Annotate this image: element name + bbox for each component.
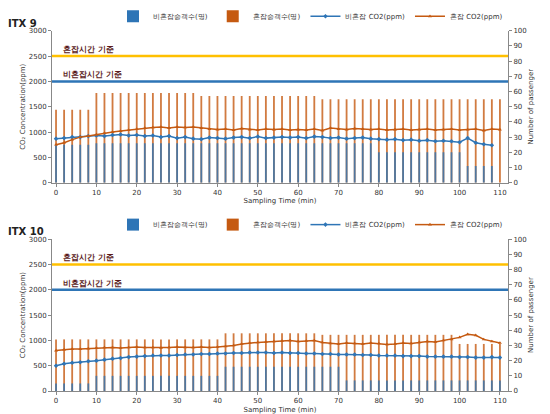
- svg-text:90: 90: [513, 42, 522, 50]
- svg-text:40: 40: [513, 327, 522, 335]
- svg-text:80: 80: [374, 189, 383, 197]
- svg-text:2500: 2500: [29, 261, 47, 269]
- svg-text:비혼잡승객수(명): 비혼잡승객수(명): [153, 221, 208, 229]
- svg-text:1000: 1000: [29, 129, 47, 137]
- svg-text:30: 30: [513, 134, 522, 142]
- svg-text:1000: 1000: [29, 337, 47, 345]
- svg-text:90: 90: [415, 397, 424, 405]
- svg-text:3000: 3000: [29, 236, 47, 244]
- svg-text:Number of passenger: Number of passenger: [527, 69, 535, 145]
- svg-text:혼잡 CO2(ppm): 혼잡 CO2(ppm): [450, 13, 503, 21]
- svg-text:혼잡승객수(명): 혼잡승객수(명): [253, 221, 301, 229]
- svg-text:2500: 2500: [29, 53, 47, 61]
- svg-text:50: 50: [253, 397, 262, 405]
- svg-text:30: 30: [173, 189, 182, 197]
- svg-text:60: 60: [513, 88, 522, 96]
- svg-text:10: 10: [92, 397, 101, 405]
- svg-text:110: 110: [493, 189, 506, 197]
- svg-text:CO₂ Concentration(ppm): CO₂ Concentration(ppm): [19, 63, 27, 149]
- svg-text:60: 60: [294, 397, 303, 405]
- svg-text:40: 40: [213, 189, 222, 197]
- svg-text:90: 90: [415, 189, 424, 197]
- svg-text:20: 20: [132, 189, 141, 197]
- svg-text:0: 0: [54, 189, 58, 197]
- svg-text:100: 100: [453, 189, 466, 197]
- svg-text:80: 80: [374, 397, 383, 405]
- svg-text:20: 20: [132, 397, 141, 405]
- svg-text:50: 50: [513, 103, 522, 111]
- svg-text:혼잡승객수(명): 혼잡승객수(명): [253, 13, 301, 21]
- svg-text:100: 100: [513, 236, 526, 244]
- svg-text:ITX 10: ITX 10: [8, 226, 44, 237]
- svg-text:30: 30: [173, 397, 182, 405]
- svg-text:50: 50: [253, 189, 262, 197]
- svg-text:40: 40: [513, 118, 522, 126]
- svg-text:3000: 3000: [29, 27, 47, 35]
- svg-text:2000: 2000: [29, 286, 47, 294]
- svg-text:ITX 9: ITX 9: [8, 18, 37, 29]
- svg-text:0: 0: [513, 387, 517, 395]
- svg-text:100: 100: [453, 397, 466, 405]
- svg-text:10: 10: [92, 189, 101, 197]
- svg-text:비혼잡시간 기준: 비혼잡시간 기준: [63, 70, 122, 79]
- svg-text:30: 30: [513, 342, 522, 350]
- svg-text:50: 50: [513, 312, 522, 320]
- svg-text:Sampling Time (min): Sampling Time (min): [243, 197, 316, 205]
- svg-text:비혼잡 CO2(ppm): 비혼잡 CO2(ppm): [345, 13, 405, 21]
- svg-text:20: 20: [513, 149, 522, 157]
- svg-text:비혼잡 CO2(ppm): 비혼잡 CO2(ppm): [345, 221, 405, 229]
- svg-text:2000: 2000: [29, 78, 47, 86]
- svg-text:1500: 1500: [29, 312, 47, 320]
- svg-text:500: 500: [33, 362, 46, 370]
- svg-text:500: 500: [33, 154, 46, 162]
- svg-text:0: 0: [54, 397, 58, 405]
- svg-text:80: 80: [513, 266, 522, 274]
- svg-text:10: 10: [513, 372, 522, 380]
- svg-text:비혼잡시간 기준: 비혼잡시간 기준: [63, 279, 122, 288]
- svg-text:혼잡 CO2(ppm): 혼잡 CO2(ppm): [450, 221, 503, 229]
- svg-text:20: 20: [513, 357, 522, 365]
- svg-text:70: 70: [334, 189, 343, 197]
- svg-text:90: 90: [513, 251, 522, 259]
- svg-text:0: 0: [513, 179, 517, 187]
- svg-text:비혼잡승객수(명): 비혼잡승객수(명): [153, 13, 208, 21]
- svg-text:Sampling Time (min): Sampling Time (min): [243, 406, 316, 414]
- svg-text:10: 10: [513, 164, 522, 172]
- svg-text:0: 0: [42, 179, 46, 187]
- svg-text:100: 100: [513, 27, 526, 35]
- svg-text:Number of passenger: Number of passenger: [527, 277, 535, 353]
- svg-text:40: 40: [213, 397, 222, 405]
- svg-text:70: 70: [513, 73, 522, 81]
- svg-text:70: 70: [513, 281, 522, 289]
- svg-text:혼잡시간 기준: 혼잡시간 기준: [63, 45, 114, 54]
- svg-text:60: 60: [513, 296, 522, 304]
- svg-text:0: 0: [42, 387, 46, 395]
- svg-text:80: 80: [513, 58, 522, 66]
- svg-text:1500: 1500: [29, 103, 47, 111]
- svg-text:110: 110: [493, 397, 506, 405]
- svg-text:70: 70: [334, 397, 343, 405]
- svg-text:CO₂ Concentration(ppm): CO₂ Concentration(ppm): [19, 272, 27, 358]
- svg-text:혼잡시간 기준: 혼잡시간 기준: [63, 253, 114, 262]
- svg-text:60: 60: [294, 189, 303, 197]
